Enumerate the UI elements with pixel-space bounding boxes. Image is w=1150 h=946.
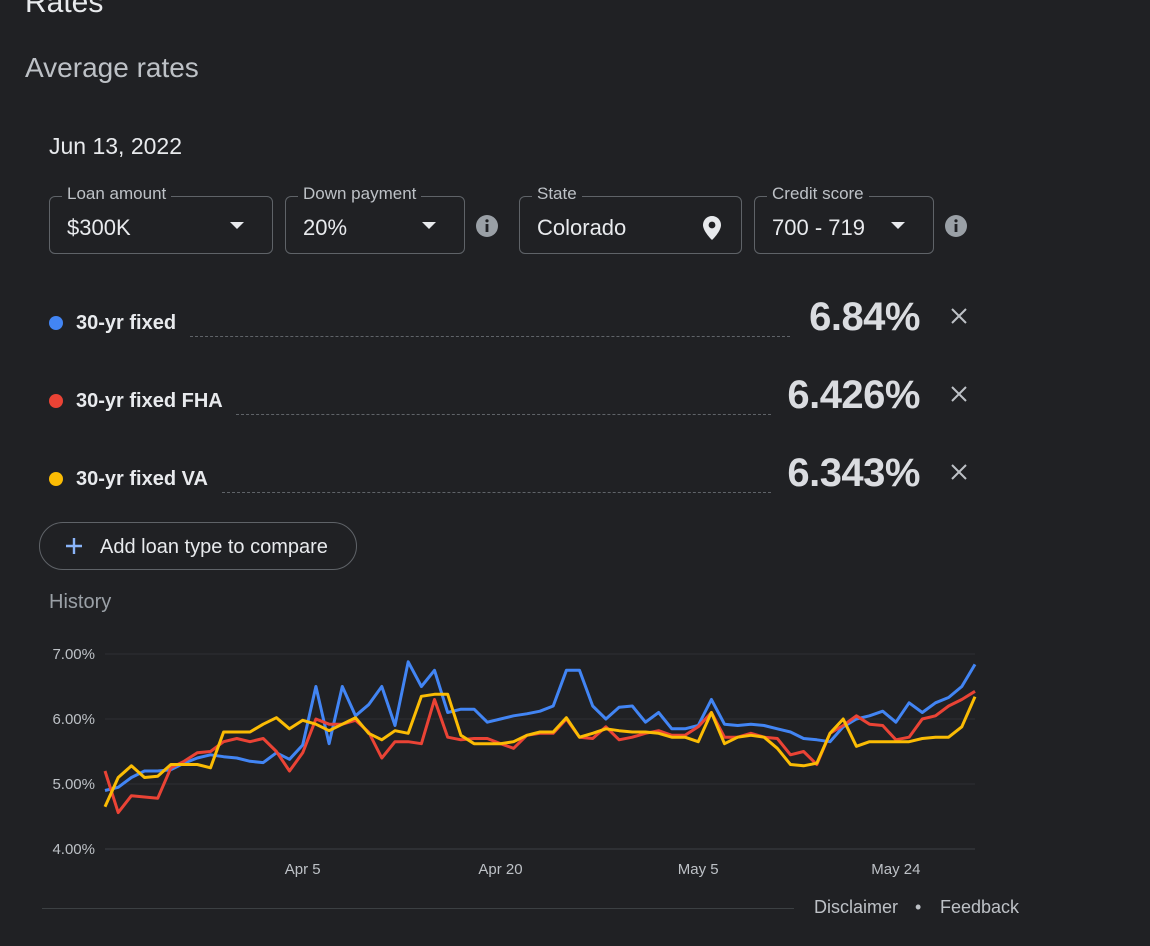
close-icon[interactable] [949,306,969,326]
loan-amount-select[interactable]: Loan amount $300K [49,184,273,254]
close-icon[interactable] [949,462,969,482]
rate-name: 30-yr fixed FHA [76,390,223,412]
series-color-dot [49,394,63,408]
down-payment-select[interactable]: Down payment 20% [285,184,465,254]
disclaimer-link[interactable]: Disclaimer [814,897,899,917]
series-line-2[interactable] [103,690,976,815]
credit-score-select[interactable]: Credit score 700 - 719 [754,184,934,254]
add-loan-type-button[interactable]: Add loan type to compare [39,522,357,570]
rate-value: 6.426% [787,373,920,417]
rate-row-30yr-fixed-va: 30-yr fixed VA 6.343% [49,446,979,506]
footer-separator: • [915,897,922,917]
state-label: State [532,184,582,204]
dotted-leader [236,414,771,415]
plus-icon [66,538,82,554]
x-tick-label: Apr 5 [285,861,321,878]
loan-amount-value: $300K [67,215,131,240]
y-tick-label: 4.00% [52,841,95,858]
rate-name: 30-yr fixed [76,312,177,334]
state-input[interactable]: State Colorado [519,184,742,254]
state-value: Colorado [537,215,627,240]
loan-amount-label: Loan amount [62,184,172,204]
page-title: Rates [25,0,104,19]
info-icon[interactable] [944,214,968,238]
rate-row-30yr-fixed-fha: 30-yr fixed FHA 6.426% [49,368,979,428]
down-payment-value: 20% [303,215,348,240]
rates-date: Jun 13, 2022 [49,133,183,159]
dotted-leader [222,492,771,493]
section-title: Average rates [25,52,199,83]
rate-value: 6.84% [809,295,920,339]
credit-score-label: Credit score [767,184,869,204]
series-line-3[interactable] [103,692,977,808]
info-icon[interactable] [475,214,499,238]
series-color-dot [49,316,63,330]
x-tick-label: May 24 [871,861,920,878]
history-chart: 7.00% 6.00% 5.00% 4.00% Apr 5 Apr 20 May 5 May … [52,646,977,878]
history-label: History [49,591,112,613]
x-tick-label: May 5 [678,861,719,878]
y-tick-label: 5.00% [52,776,95,793]
credit-score-value: 700 - 719 [772,215,865,240]
location-pin-icon[interactable] [703,216,721,240]
dotted-leader [190,336,790,337]
rate-value: 6.343% [787,451,920,495]
close-icon[interactable] [949,384,969,404]
rate-name: 30-yr fixed VA [76,468,208,490]
y-tick-label: 6.00% [52,711,95,728]
caret-down-icon [422,222,436,229]
add-loan-type-label: Add loan type to compare [100,536,328,558]
x-tick-label: Apr 20 [478,861,522,878]
y-tick-label: 7.00% [52,646,95,663]
feedback-link[interactable]: Feedback [940,897,1020,917]
caret-down-icon [230,222,244,229]
down-payment-label: Down payment [298,184,422,204]
series-line-1[interactable] [104,660,977,792]
series-color-dot [49,472,63,486]
footer-divider [42,908,794,909]
caret-down-icon [891,222,905,229]
rate-row-30yr-fixed: 30-yr fixed 6.84% [49,290,979,350]
